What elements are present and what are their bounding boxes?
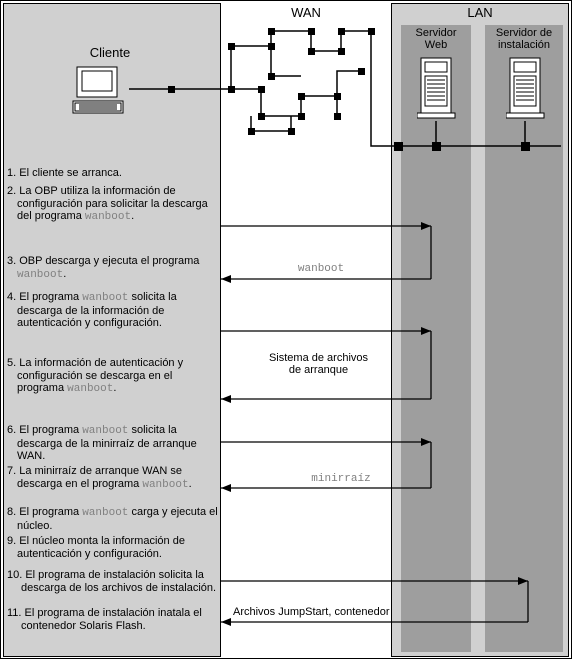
- label-miniroot: minirraíz: [281, 473, 401, 485]
- step-11: 11. El programa de instalación inatala e…: [7, 607, 226, 632]
- step-9: 9. El núcleo monta la información de aut…: [7, 535, 222, 560]
- label-fs: Sistema de archivosde arranque: [246, 352, 391, 376]
- step-6: 6. El programa wanboot solicita la desca…: [7, 424, 222, 463]
- step-4: 4. El programa wanboot solicita la desca…: [7, 291, 222, 330]
- label-jumpstart: Archivos JumpStart, contenedor: [233, 606, 443, 618]
- step-8: 8. El programa wanboot carga y ejecuta e…: [7, 506, 222, 532]
- step-10: 10. El programa de instalación solicita …: [7, 569, 226, 594]
- step-3: 3. OBP descarga y ejecuta el programa wa…: [7, 255, 222, 281]
- label-wanboot: wanboot: [261, 263, 381, 275]
- step-5: 5. La información de autenticación y con…: [7, 357, 222, 396]
- arrows: [1, 1, 572, 660]
- step-1: 1. El cliente se arranca.: [7, 167, 222, 180]
- step-2: 2. La OBP utiliza la información de conf…: [7, 185, 222, 224]
- diagram-frame: ServidorWeb Servidor deinstalación WAN L…: [0, 0, 572, 659]
- step-7: 7. La minirraíz de arranque WAN se desca…: [7, 465, 222, 491]
